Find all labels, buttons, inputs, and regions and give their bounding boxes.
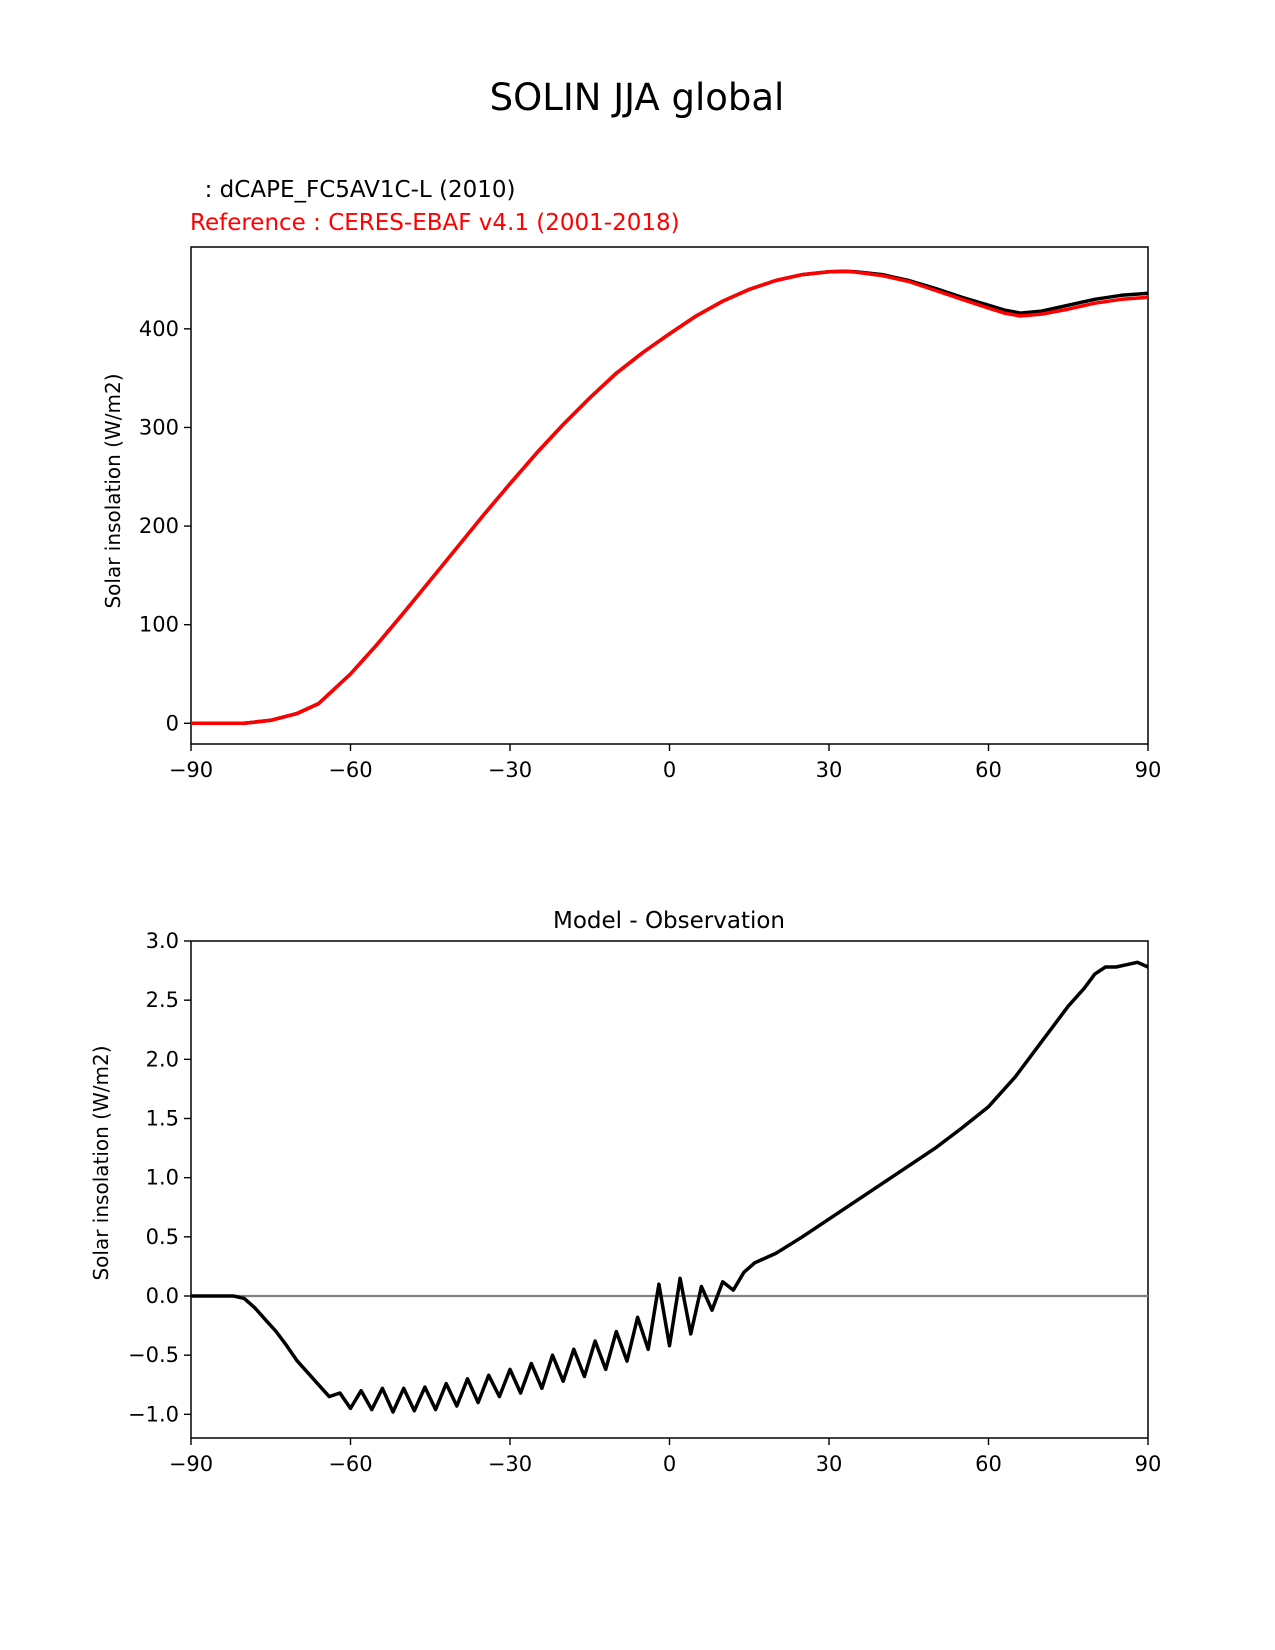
bottom-y-tick-label: 2.5 (146, 988, 179, 1012)
bottom-y-axis-label: Solar insolation (W/m2) (89, 1045, 113, 1280)
top-y-tick-label: 200 (139, 514, 179, 538)
reference-label: Reference : CERES-EBAF v4.1 (2001-2018) (190, 210, 680, 236)
top-series-ref-line (191, 269, 1149, 726)
bottom-y-tick-label: −1.0 (128, 1402, 179, 1426)
bottom-series-diff-line (191, 960, 1149, 1414)
top-y-tick-label: 100 (139, 613, 179, 637)
top-x-tick-label: 30 (816, 758, 843, 782)
top-y-tick-label: 0 (166, 711, 179, 735)
bottom-y-tick-label: 0.5 (146, 1225, 179, 1249)
bottom-title: Model - Observation (553, 908, 785, 934)
top-x-tick-label: −30 (488, 758, 532, 782)
bottom-x-tick-label: 90 (1135, 1452, 1162, 1476)
panel-bottom: Model - Observation Solar insolation (W/… (89, 908, 1161, 1476)
top-x-tick-label: 90 (1135, 758, 1162, 782)
panel-top: : dCAPE_FC5AV1C-L (2010) Reference : CER… (101, 177, 1161, 782)
bottom-plot-frame (190, 940, 1149, 1439)
bottom-x-tick-label: −60 (328, 1452, 372, 1476)
bottom-x-tick-label: 0 (663, 1452, 676, 1476)
bottom-y-tick-label: 2.0 (146, 1047, 179, 1071)
top-y-axis-label: Solar insolation (W/m2) (101, 373, 125, 608)
bottom-x-tick-label: 60 (975, 1452, 1002, 1476)
bottom-y-tick-label: 0.0 (146, 1284, 179, 1308)
top-x-tick-label: −90 (169, 758, 213, 782)
bottom-x-tick-label: −30 (488, 1452, 532, 1476)
top-series-test-line (191, 269, 1149, 726)
bottom-y-tick-label: 1.0 (146, 1166, 179, 1190)
top-plot-frame (190, 246, 1149, 745)
bottom-x-tick-label: −90 (169, 1452, 213, 1476)
bottom-x-tick-label: 30 (816, 1452, 843, 1476)
bottom-y-tick-label: 3.0 (146, 929, 179, 953)
bottom-y-tick-label: −0.5 (128, 1343, 179, 1367)
test-label: : dCAPE_FC5AV1C-L (2010) (190, 177, 516, 203)
figure-title: SOLIN JJA global (490, 76, 785, 119)
top-x-tick-label: −60 (328, 758, 372, 782)
top-x-tick-label: 60 (975, 758, 1002, 782)
top-y-tick-label: 300 (139, 415, 179, 439)
bottom-y-tick-label: 1.5 (146, 1107, 179, 1131)
top-x-tick-label: 0 (663, 758, 676, 782)
top-y-tick-label: 400 (139, 317, 179, 341)
